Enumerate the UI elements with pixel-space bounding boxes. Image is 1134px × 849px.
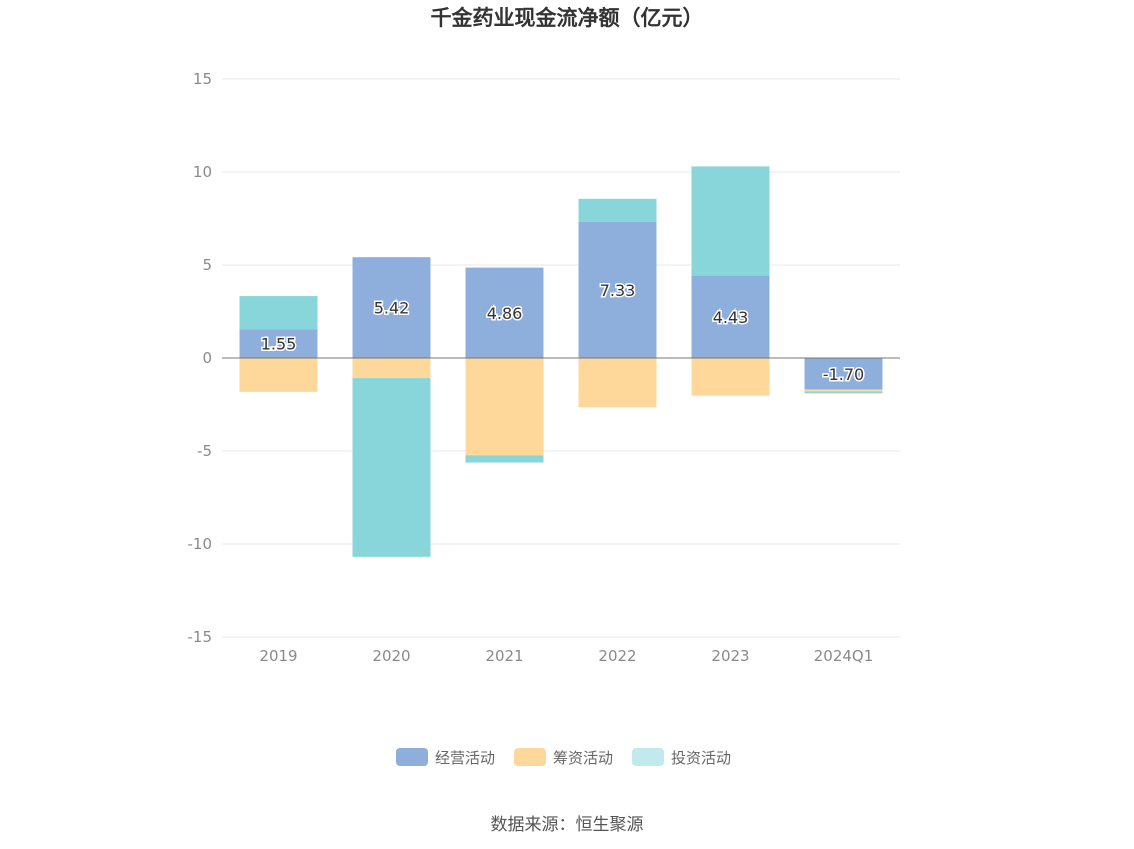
legend-label: 经营活动 [435, 749, 495, 767]
y-tick-label: 5 [202, 256, 212, 274]
bar-segment [691, 166, 770, 276]
x-tick-label: 2019 [259, 647, 297, 665]
data-label: 1.55 [261, 335, 297, 354]
bar-segment [465, 455, 544, 463]
x-axis-ticks: 2019 2020 2021 2022 2023 2024Q1 [259, 647, 873, 665]
data-label: 5.42 [374, 299, 410, 318]
bar-segment [578, 198, 657, 222]
x-tick-label: 2020 [372, 647, 410, 665]
bar-segment [578, 221, 657, 358]
y-tick-label: 15 [193, 70, 212, 88]
bar-segment [691, 275, 770, 358]
x-tick-label: 2021 [485, 647, 523, 665]
y-tick-label: -5 [197, 442, 212, 460]
legend-swatch [632, 748, 664, 766]
bar-segment [691, 358, 770, 396]
bar-segment [239, 329, 318, 358]
grid-lines [222, 78, 900, 638]
bar-segment [465, 267, 544, 358]
legend-swatch [514, 748, 546, 766]
bars [239, 166, 883, 557]
bar-segment [352, 257, 431, 358]
chart-title: 千金药业现金流净额（亿元） [431, 6, 704, 30]
legend-label: 投资活动 [671, 749, 731, 767]
bar-segment [239, 296, 318, 330]
x-tick-label: 2023 [711, 647, 749, 665]
bar-segment [804, 389, 883, 392]
bar-segment [239, 358, 318, 392]
data-label: 4.43 [713, 308, 749, 327]
data-label: 4.86 [487, 304, 523, 323]
y-tick-label: -15 [188, 628, 213, 646]
bar-segment [352, 358, 431, 379]
x-tick-label: 2022 [598, 647, 636, 665]
y-tick-label: -10 [188, 535, 213, 553]
bar-segment [804, 358, 883, 390]
legend-swatch [396, 748, 428, 766]
bar-segment [352, 378, 431, 557]
legend-label: 筹资活动 [553, 749, 613, 767]
bar-segment [578, 358, 657, 408]
y-tick-label: 0 [202, 349, 212, 367]
data-labels: 1.55 5.42 4.86 7.33 4.43 -1.70 [259, 279, 866, 385]
bar-segment [804, 391, 883, 394]
x-tick-label: 2024Q1 [814, 647, 874, 665]
source-note: 数据来源：恒生聚源 [491, 815, 644, 835]
data-label: -1.70 [823, 365, 864, 384]
y-tick-label: 10 [193, 163, 212, 181]
bar-segment [465, 358, 544, 456]
legend: 经营活动 筹资活动 投资活动 [396, 748, 731, 767]
data-label: 7.33 [600, 281, 636, 300]
y-axis-ticks: 15 10 5 0 -5 -10 -15 [188, 70, 213, 646]
